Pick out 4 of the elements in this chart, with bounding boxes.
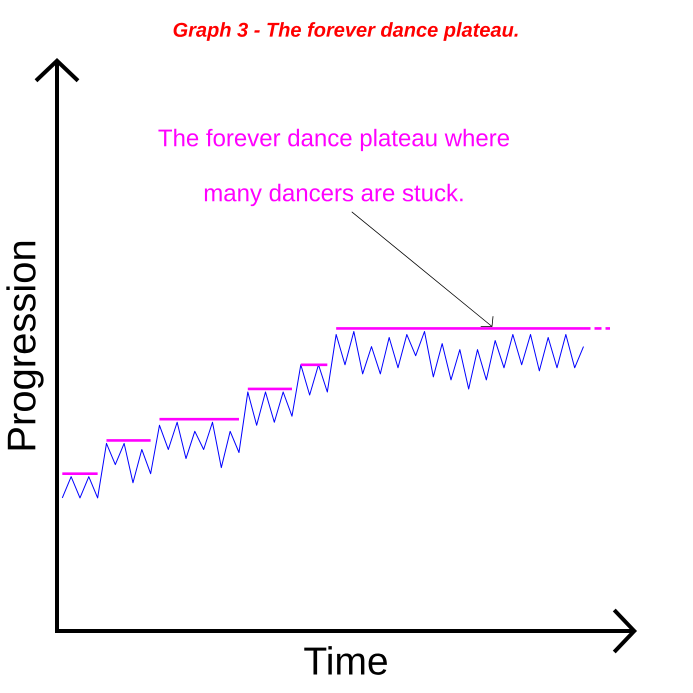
- text: The forever dance plateau where many dancers are stuck.: [158, 128, 509, 206]
- x-axis-title: Time: [304, 646, 387, 675]
- y-axis-title: Progression: [6, 242, 44, 450]
- chart-title: Graph 3 - The forever dance plateau.: [174, 22, 518, 41]
